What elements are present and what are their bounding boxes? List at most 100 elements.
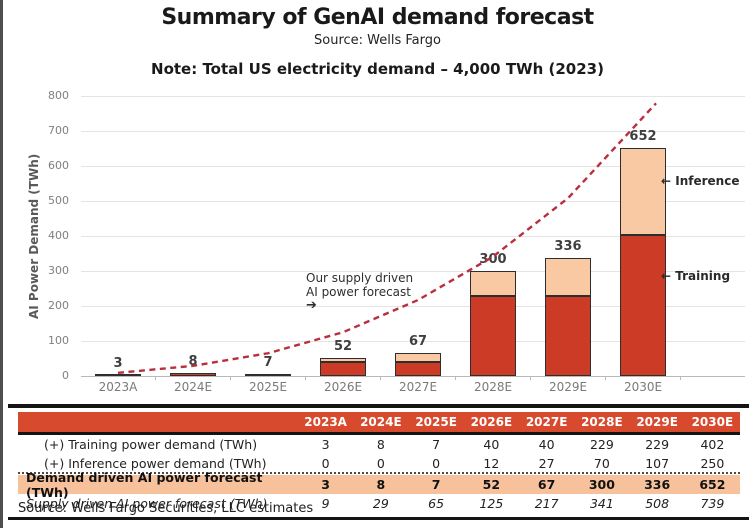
cell-value: 0 bbox=[432, 455, 441, 471]
row-label: (+) Inference power demand (TWh) bbox=[44, 455, 267, 471]
cell-value: 65 bbox=[428, 495, 445, 511]
bar-group bbox=[395, 352, 441, 376]
gridline bbox=[81, 96, 745, 97]
bar-total-label: 7 bbox=[263, 354, 273, 370]
table-row: (+) Inference power demand (TWh) 0 0 0 12 27 7… bbox=[18, 454, 740, 474]
bar-group bbox=[470, 271, 516, 376]
bar-total-label: 652 bbox=[629, 128, 657, 144]
cell-value: 217 bbox=[534, 495, 559, 511]
table-top-rule bbox=[8, 404, 749, 408]
bar-training-segment bbox=[245, 373, 291, 376]
bar-training-segment bbox=[620, 235, 666, 376]
x-axis-tick bbox=[605, 376, 606, 380]
table-header-cell: 2024E bbox=[360, 415, 402, 429]
bar-group bbox=[320, 357, 366, 376]
cell-value: 0 bbox=[376, 455, 385, 471]
table-header-cell: 2027E bbox=[525, 415, 568, 429]
y-tick-label: 200 bbox=[48, 299, 69, 312]
bar-total-label: 8 bbox=[188, 354, 198, 370]
x-tick-label: 2025E bbox=[248, 380, 288, 394]
x-tick-label: 2028E bbox=[473, 380, 513, 394]
bar-total-label: 3 bbox=[113, 355, 123, 371]
table-source: Source: Wells Fargo Securities, LLC esti… bbox=[18, 501, 314, 516]
cell-value: 0 bbox=[321, 455, 330, 471]
bar-inference-segment bbox=[620, 147, 666, 236]
annotation-training: ← Training bbox=[661, 269, 731, 283]
cell-value: 652 bbox=[699, 477, 726, 492]
bar-training-segment bbox=[545, 295, 591, 376]
table-header-cell: 2023A bbox=[304, 415, 347, 429]
x-tick-label: 2030E bbox=[623, 380, 663, 394]
x-axis-tick bbox=[530, 376, 531, 380]
y-tick-label: 0 bbox=[62, 369, 69, 382]
annotation-supply-forecast: Our supply driven AI power forecast ➔ bbox=[306, 271, 414, 313]
y-tick-label: 100 bbox=[48, 334, 69, 347]
bar-training-segment bbox=[320, 362, 366, 376]
y-tick-label: 500 bbox=[48, 194, 69, 207]
table-bottom-rule bbox=[8, 517, 749, 520]
y-tick-label: 400 bbox=[48, 229, 69, 242]
cell-value: 125 bbox=[479, 495, 504, 511]
bar-group bbox=[620, 147, 666, 376]
bar-training-segment bbox=[95, 374, 141, 376]
cell-value: 9 bbox=[321, 495, 330, 511]
left-arrow-icon: ← bbox=[661, 269, 672, 283]
cell-value: 12 bbox=[483, 455, 500, 471]
bar-training-segment bbox=[170, 373, 216, 376]
table-row: Demand driven AI power forecast (TWh) 3 8 7… bbox=[18, 470, 740, 500]
cell-value: 29 bbox=[372, 495, 389, 511]
y-tick-label: 700 bbox=[48, 124, 69, 137]
bar-group bbox=[170, 373, 216, 376]
table-header-row: 2023A 2024E 2025E 2026E 2027E 2028E 2029E 2030E bbox=[18, 412, 740, 435]
table-row: (+) Training power demand (TWh) 3 8 7 40 40 22… bbox=[18, 435, 740, 454]
cell-value: 300 bbox=[588, 477, 615, 492]
x-tick-label: 2029E bbox=[548, 380, 588, 394]
table-row: Supply driven AI power forecast (TWh) 9 29… bbox=[18, 494, 740, 512]
cell-value: 336 bbox=[644, 477, 671, 492]
x-axis-tick bbox=[305, 376, 306, 380]
cell-value: 8 bbox=[376, 477, 386, 492]
table-header-cell: 2029E bbox=[636, 415, 678, 429]
y-axis-ticks: 0 100 200 300 400 500 600 700 800 bbox=[31, 89, 73, 382]
bar-total-label: 300 bbox=[479, 252, 507, 268]
x-tick-label: 2024E bbox=[173, 380, 213, 394]
cell-value: 52 bbox=[482, 477, 501, 492]
x-tick-label: 2023A bbox=[98, 380, 138, 394]
x-axis-tick bbox=[230, 376, 231, 380]
cell-value: 40 bbox=[483, 437, 500, 452]
cell-value: 229 bbox=[645, 437, 670, 452]
y-tick-label: 800 bbox=[48, 89, 69, 102]
chart-title: Summary of GenAI demand forecast bbox=[161, 5, 594, 30]
cell-value: 40 bbox=[538, 437, 555, 452]
x-tick-label: 2027E bbox=[398, 380, 438, 394]
cell-value: 67 bbox=[537, 477, 556, 492]
y-tick-label: 300 bbox=[48, 264, 69, 277]
bar-group bbox=[245, 373, 291, 376]
right-arrow-icon: ➔ bbox=[306, 298, 317, 313]
bar-total-label: 67 bbox=[408, 333, 428, 349]
cell-value: 250 bbox=[700, 455, 725, 471]
x-axis-tick bbox=[380, 376, 381, 380]
cell-value: 3 bbox=[321, 477, 330, 492]
annotation-inference: ← Inference bbox=[661, 174, 740, 188]
cell-value: 229 bbox=[589, 437, 614, 452]
table-header-cell: 2030E bbox=[691, 415, 734, 429]
table-header-cell: 2026E bbox=[470, 415, 513, 429]
cell-value: 402 bbox=[700, 437, 725, 452]
row-label: (+) Training power demand (TWh) bbox=[44, 437, 258, 452]
bar-inference-segment bbox=[470, 271, 516, 296]
cell-value: 70 bbox=[593, 455, 610, 471]
row-label: Demand driven AI power forecast (TWh) bbox=[26, 469, 263, 500]
cell-value: 27 bbox=[538, 455, 555, 471]
bar-group bbox=[95, 374, 141, 376]
cell-value: 8 bbox=[376, 437, 385, 452]
cell-value: 107 bbox=[645, 455, 670, 471]
bar-total-label: 336 bbox=[554, 239, 582, 255]
table-header-cell: 2028E bbox=[581, 415, 623, 429]
bar-group bbox=[545, 258, 591, 376]
cell-value: 341 bbox=[589, 495, 614, 511]
bar-inference-segment bbox=[545, 258, 591, 296]
x-axis-tick bbox=[455, 376, 456, 380]
cell-value: 7 bbox=[432, 437, 441, 452]
